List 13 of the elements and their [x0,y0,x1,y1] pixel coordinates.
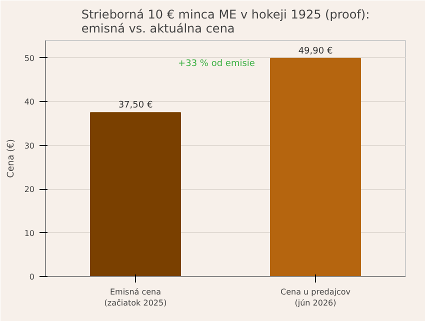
y-tick-label: 40 [24,98,35,107]
chart-title: Strieborná 10 € minca ME v hokeji 1925 (proof): emisná vs. aktuálna cena [81,8,370,36]
y-tick-label: 0 [29,272,35,282]
annotation: +33 % od emisie [178,58,256,69]
y-tick-label: 20 [24,185,35,194]
x-tick-label: Emisná cena (začiatok 2025) [104,288,167,308]
y-tick-label: 10 [24,228,35,238]
y-tick-label: 50 [24,54,35,63]
y-tick-label: 30 [24,141,35,150]
data-label: 49,90 € [298,46,333,56]
data-label: 37,50 € [118,100,153,111]
x-tick-label: Cena u predajcov (jún 2026) [280,288,351,308]
y-axis-title: Cena (€) [6,139,16,178]
